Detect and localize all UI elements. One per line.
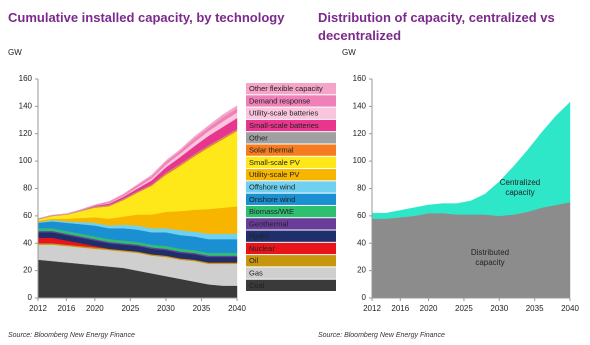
y-tick-label: 100 (353, 156, 367, 165)
legend-swatch (246, 181, 336, 193)
legend-swatch (246, 144, 336, 156)
y-tick-label: 160 (353, 74, 367, 83)
legend-swatch (246, 230, 336, 242)
y-tick-label: 140 (19, 101, 33, 110)
x-tick-label: 2040 (228, 304, 246, 313)
legend-label: Hydro (249, 232, 269, 241)
area-label: Distributed capacity (470, 248, 510, 267)
legend-label: Biomass/WtE (249, 207, 294, 216)
x-tick-label: 2035 (193, 304, 211, 313)
y-axis-label: GW (342, 48, 356, 57)
y-axis-label: GW (8, 48, 22, 57)
y-tick-label: 160 (19, 74, 33, 83)
legend-swatch (246, 205, 336, 218)
legend-swatch (246, 279, 336, 291)
y-tick-label: 100 (19, 156, 33, 165)
y-tick-label: 20 (23, 266, 32, 275)
x-tick-label: 2016 (391, 304, 409, 313)
chart-title: Distribution of capacity, centralized vs… (318, 10, 555, 43)
y-tick-label: 0 (28, 293, 33, 302)
legend-label: Oil (249, 256, 259, 265)
legend-label: Small-scale PV (249, 158, 300, 167)
area (37, 105, 238, 219)
y-tick-label: 60 (23, 211, 32, 220)
x-tick-label: 2030 (157, 304, 175, 313)
source-note: Source: Bloomberg New Energy Finance (8, 332, 135, 339)
y-tick-label: 20 (357, 266, 366, 275)
legend-label: Coal (249, 281, 265, 290)
legend-swatch (246, 255, 336, 267)
y-tick-label: 80 (23, 184, 32, 193)
area-label: Centralized capacity (499, 178, 541, 197)
x-tick-label: 2030 (490, 304, 508, 313)
legend-swatch (246, 83, 336, 95)
source-note: Source: Bloomberg New Energy Finance (318, 332, 445, 339)
legend-label: Solar thermal (249, 146, 294, 155)
legend-label: Other (249, 133, 268, 142)
legend-label: Demand response (249, 96, 310, 105)
legend-label: Onshore wind (249, 195, 295, 204)
legend-swatch (246, 132, 336, 144)
legend-label: Utility-scale PV (249, 170, 299, 179)
y-tick-label: 140 (353, 101, 367, 110)
x-tick-label: 2035 (526, 304, 544, 313)
legend-swatch (246, 95, 336, 107)
legend-swatch (246, 193, 336, 205)
x-tick-label: 2020 (420, 304, 438, 313)
x-tick-label: 2012 (363, 304, 381, 313)
legend-swatch (246, 242, 336, 255)
legend-label: Gas (249, 269, 263, 278)
x-tick-label: 2016 (58, 304, 76, 313)
x-tick-label: 2040 (561, 304, 579, 313)
x-tick-label: 2025 (121, 304, 139, 313)
legend-swatch (246, 119, 336, 132)
x-tick-label: 2025 (455, 304, 473, 313)
legend-swatch (246, 267, 336, 279)
y-tick-label: 60 (357, 211, 366, 220)
legend-label: Geothermal (249, 219, 289, 228)
y-tick-label: 120 (19, 129, 33, 138)
legend-label: Utility-scale batteries (249, 109, 318, 118)
x-tick-label: 2020 (86, 304, 104, 313)
chart-title: Cumulative installed capacity, by techno… (8, 10, 285, 25)
legend-label: Small-scale batteries (249, 121, 319, 130)
y-tick-label: 80 (357, 184, 366, 193)
x-tick-label: 2012 (29, 304, 47, 313)
legend-label: Other flexible capacity (249, 84, 323, 93)
legend-swatch (246, 169, 336, 181)
legend-swatch (246, 107, 336, 119)
area (371, 101, 571, 219)
y-tick-label: 40 (357, 238, 366, 247)
legend-swatch (246, 218, 336, 230)
y-tick-label: 120 (353, 129, 367, 138)
legend-label: Offshore wind (249, 182, 295, 191)
y-tick-label: 40 (23, 238, 32, 247)
legend-swatch (246, 156, 336, 169)
legend-label: Nuclear (249, 244, 275, 253)
y-tick-label: 0 (362, 293, 367, 302)
